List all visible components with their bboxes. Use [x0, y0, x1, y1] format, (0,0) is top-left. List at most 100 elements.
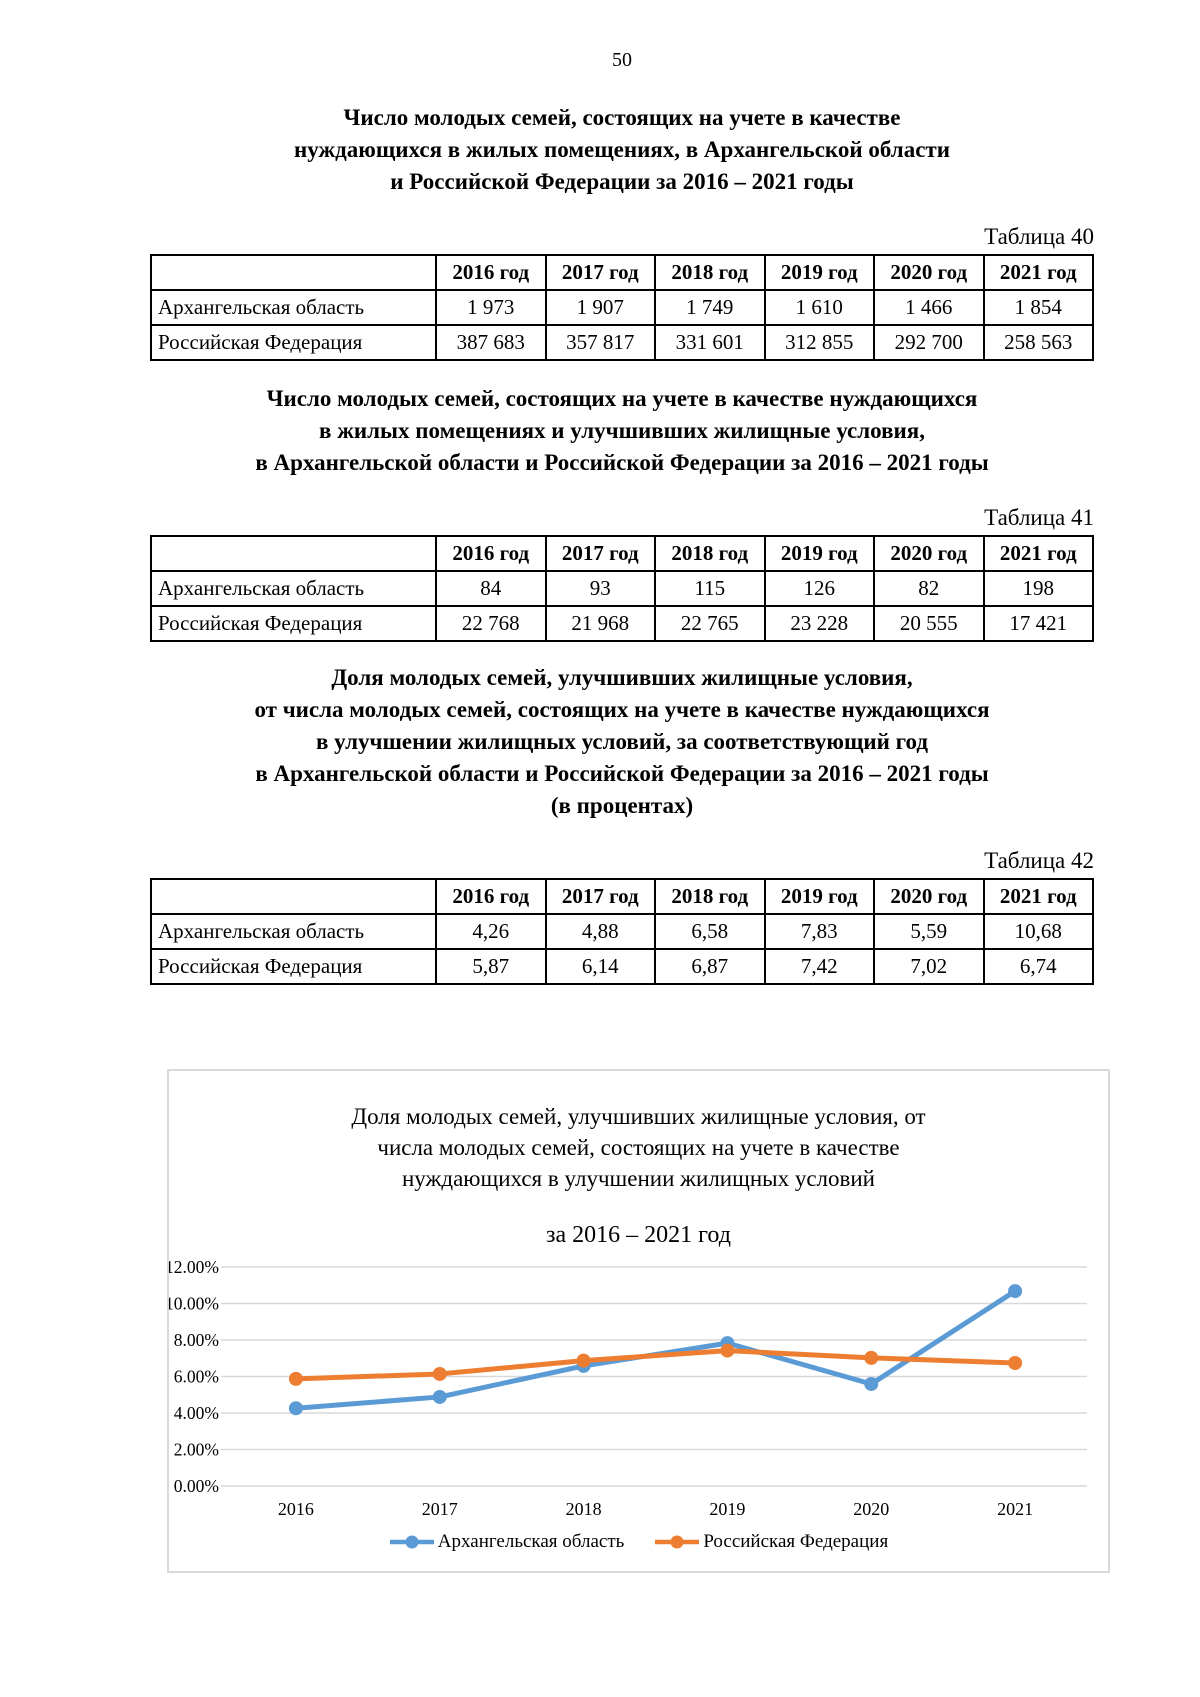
table-row: Архангельская область 4,26 4,88 6,58 7,83 5,5… [150, 913, 1094, 950]
table-41: 2016 год 2017 год 2018 год 2019 год 2020 год… [150, 535, 1094, 642]
row-label-cell: Архангельская область [150, 570, 437, 607]
x-tick-label: 2017 [422, 1499, 458, 1519]
title-line: Число молодых семей, состоящих на учете … [343, 105, 901, 130]
year-header-cell: 2019 год [763, 254, 875, 291]
value-cell: 21 968 [544, 605, 656, 642]
value-cell: 1 907 [544, 289, 656, 326]
table-header-row: 2016 год 2017 год 2018 год 2019 год 2020 год… [150, 878, 1094, 915]
year-header-cell: 2018 год [654, 878, 766, 915]
title-line: в улучшении жилищных условий, за соответ… [316, 729, 928, 754]
year-header-cell: 2017 год [544, 535, 656, 572]
value-cell: 292 700 [873, 324, 985, 361]
x-tick-label: 2021 [997, 1499, 1033, 1519]
data-point-marker [432, 1366, 447, 1381]
table-row: Российская Федерация 387 683 357 817 331 60… [150, 324, 1094, 361]
value-cell: 6,87 [654, 948, 766, 985]
row-label-cell: Архангельская область [150, 289, 437, 326]
table41-caption: Таблица 41 [984, 505, 1094, 530]
x-tick-label: 2018 [566, 1499, 602, 1519]
title-line: Число молодых семей, состоящих на учете … [266, 386, 978, 411]
value-cell: 20 555 [873, 605, 985, 642]
corner-cell [150, 254, 437, 291]
value-cell: 126 [763, 570, 875, 607]
x-tick-label: 2016 [278, 1499, 314, 1519]
value-cell: 1 466 [873, 289, 985, 326]
data-point-marker [864, 1376, 879, 1391]
value-cell: 22 765 [654, 605, 766, 642]
value-cell: 6,58 [654, 913, 766, 950]
value-cell: 4,88 [544, 913, 656, 950]
chart-subtitle: за 2016 – 2021 год [546, 1222, 731, 1248]
value-cell: 93 [544, 570, 656, 607]
value-cell: 5,59 [873, 913, 985, 950]
row-label-cell: Российская Федерация [150, 605, 437, 642]
value-cell: 6,74 [982, 948, 1094, 985]
value-cell: 387 683 [435, 324, 547, 361]
value-cell: 7,02 [873, 948, 985, 985]
title-line: Доля молодых семей, улучшивших жилищные … [331, 665, 913, 690]
value-cell: 331 601 [654, 324, 766, 361]
row-label-cell: Российская Федерация [150, 948, 437, 985]
table-40: 2016 год 2017 год 2018 год 2019 год 2020 год… [150, 254, 1094, 361]
value-cell: 7,83 [763, 913, 875, 950]
year-header-cell: 2019 год [763, 878, 875, 915]
table42-caption: Таблица 42 [984, 848, 1094, 873]
year-header-cell: 2017 год [544, 878, 656, 915]
table-row: Российская Федерация 5,87 6,14 6,87 7,42 7,02… [150, 948, 1094, 985]
year-header-cell: 2021 год [982, 254, 1094, 291]
legend-item: Российская Федерация [654, 1531, 888, 1553]
title-line: числа молодых семей, состоящих на учете … [377, 1135, 900, 1160]
value-cell: 258 563 [982, 324, 1094, 361]
value-cell: 1 973 [435, 289, 547, 326]
chart-legend: Архангельская область Российская Федераци… [169, 1531, 1108, 1553]
data-point-marker [576, 1353, 591, 1368]
data-point-marker [1008, 1355, 1023, 1370]
year-header-cell: 2021 год [982, 535, 1094, 572]
value-cell: 23 228 [763, 605, 875, 642]
table-header-row: 2016 год 2017 год 2018 год 2019 год 2020 год… [150, 535, 1094, 572]
y-tick-label: 12.00% [169, 1259, 219, 1277]
year-header-cell: 2018 год [654, 254, 766, 291]
title-line: Доля молодых семей, улучшивших жилищные … [351, 1104, 926, 1129]
series-line [293, 1348, 1018, 1382]
table-42: 2016 год 2017 год 2018 год 2019 год 2020 год… [150, 878, 1094, 985]
data-point-marker [432, 1389, 447, 1404]
y-tick-label: 10.00% [169, 1294, 219, 1314]
value-cell: 357 817 [544, 324, 656, 361]
value-cell: 312 855 [763, 324, 875, 361]
title-line: в Архангельской области и Российской Фед… [255, 761, 989, 786]
year-header-cell: 2020 год [873, 878, 985, 915]
value-cell: 115 [654, 570, 766, 607]
legend-marker-icon [389, 1535, 434, 1549]
data-point-marker [1008, 1284, 1023, 1299]
title-line: в жилых помещениях и улучшивших жилищные… [319, 418, 925, 443]
value-cell: 1 749 [654, 289, 766, 326]
value-cell: 1 610 [763, 289, 875, 326]
data-point-marker [288, 1371, 303, 1386]
year-header-cell: 2021 год [982, 878, 1094, 915]
data-point-marker [864, 1350, 879, 1365]
row-label-cell: Российская Федерация [150, 324, 437, 361]
title-line: в Архангельской области и Российской Фед… [255, 450, 989, 475]
x-tick-label: 2019 [709, 1499, 745, 1519]
table41-title: Число молодых семей, состоящих на учете … [150, 383, 1094, 479]
corner-cell [150, 878, 437, 915]
value-cell: 1 854 [982, 289, 1094, 326]
table40-title: Число молодых семей, состоящих на учете … [150, 102, 1094, 198]
table-row: Российская Федерация 22 768 21 968 22 765 23… [150, 605, 1094, 642]
series-line [293, 1288, 1018, 1411]
table-header-row: 2016 год 2017 год 2018 год 2019 год 2020 год… [150, 254, 1094, 291]
y-tick-label: 0.00% [174, 1476, 219, 1496]
table42-title: Доля молодых семей, улучшивших жилищные … [150, 662, 1094, 822]
value-cell: 5,87 [435, 948, 547, 985]
page-number: 50 [612, 49, 632, 71]
year-header-cell: 2016 год [435, 535, 547, 572]
title-line: от числа молодых семей, состоящих на уче… [254, 697, 990, 722]
title-line: (в процентах) [550, 793, 694, 818]
data-point-marker [720, 1343, 735, 1358]
y-tick-label: 6.00% [174, 1367, 219, 1387]
title-line: нуждающихся в улучшении жилищных условий [402, 1166, 875, 1191]
year-header-cell: 2019 год [763, 535, 875, 572]
value-cell: 84 [435, 570, 547, 607]
